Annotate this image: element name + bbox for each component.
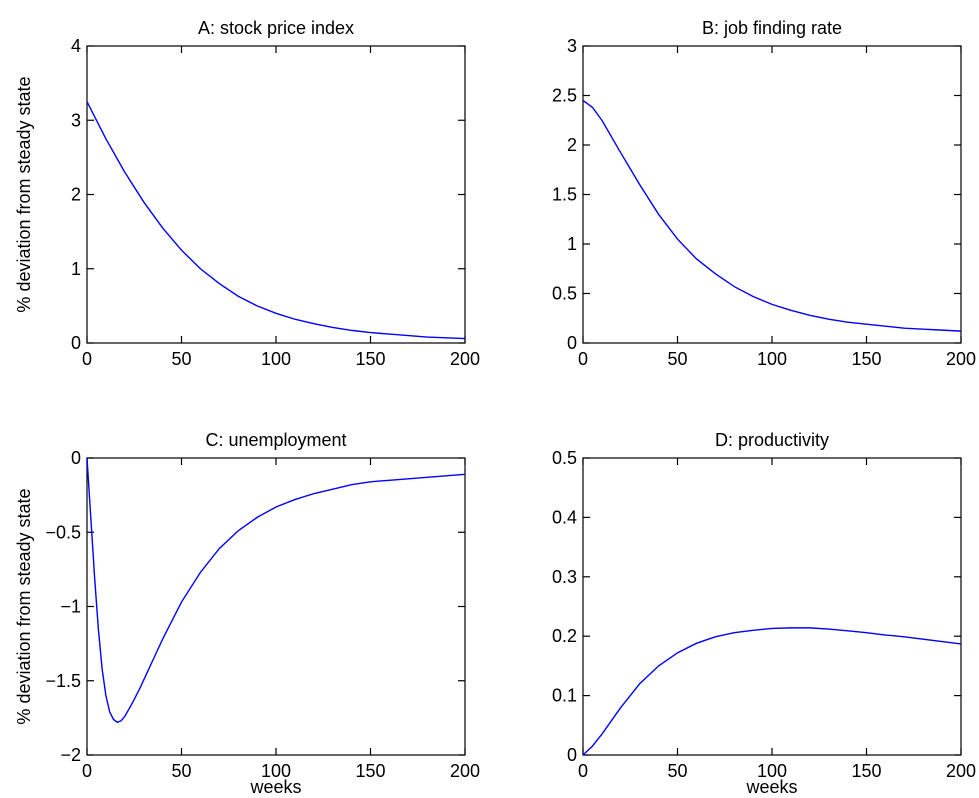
x-tick-label: 100: [757, 349, 787, 369]
x-tick-label: 50: [171, 349, 191, 369]
x-axis-label: weeks: [249, 777, 301, 797]
y-tick-label: −0.5: [45, 522, 81, 542]
y-tick-label: 4: [71, 36, 81, 56]
y-tick-label: 0: [71, 333, 81, 353]
y-tick-label: 0: [71, 448, 81, 468]
y-tick-label: −1.5: [45, 671, 81, 691]
x-tick-label: 0: [82, 761, 92, 781]
plot-frame: [86, 45, 466, 344]
y-axis-label: % deviation from steady state: [14, 76, 34, 312]
x-tick-label: 0: [578, 349, 588, 369]
y-axis-label: % deviation from steady state: [14, 488, 34, 724]
chart-title: A: stock price index: [198, 18, 354, 38]
y-tick-label: 1: [567, 234, 577, 254]
chart-panel-2: 0 50 100 150 200 −2 −1.5 −1 −0.5 0 C: unemployment…: [14, 430, 480, 797]
x-tick-label: 50: [171, 761, 191, 781]
x-tick-label: 100: [261, 349, 291, 369]
x-tick-label: 150: [355, 349, 385, 369]
y-tick-label: 0.1: [552, 686, 577, 706]
x-tick-label: 100: [261, 761, 291, 781]
y-tick-label: 2: [567, 135, 577, 155]
plot-frame: [86, 457, 466, 756]
x-tick-label: 200: [946, 349, 976, 369]
chart-panel-1: 0 50 100 150 200 0 0.5 1 1.5 2 2.5 3 B: job finding …: [552, 18, 976, 369]
x-tick-label: 150: [355, 761, 385, 781]
y-tick-label: 0: [567, 745, 577, 765]
y-tick-label: 0.2: [552, 626, 577, 646]
y-tick-label: 2: [71, 185, 81, 205]
x-tick-label: 200: [946, 761, 976, 781]
y-tick-label: −2: [60, 745, 81, 765]
y-tick-label: −1: [60, 597, 81, 617]
x-tick-label: 100: [757, 761, 787, 781]
x-tick-label: 150: [851, 349, 881, 369]
x-tick-label: 0: [578, 761, 588, 781]
plot-frame: [582, 45, 962, 344]
chart-panel-0: 0 50 100 150 200 0 1 2 3 4 A: stock price index % d…: [14, 18, 480, 369]
y-tick-label: 0: [567, 333, 577, 353]
y-tick-label: 0.5: [552, 448, 577, 468]
series-line-0: [86, 101, 466, 340]
y-tick-label: 0.4: [552, 507, 577, 527]
series-line-0: [582, 627, 962, 756]
y-tick-label: 2.5: [552, 86, 577, 106]
y-tick-label: 1: [71, 259, 81, 279]
x-tick-label: 150: [851, 761, 881, 781]
x-axis-label: weeks: [745, 777, 797, 797]
y-tick-label: 0.5: [552, 284, 577, 304]
x-tick-label: 50: [667, 761, 687, 781]
chart-title: B: job finding rate: [702, 18, 842, 38]
chart-title: D: productivity: [715, 430, 829, 450]
chart-panel-3: 0 50 100 150 200 0 0.1 0.2 0.3 0.4 0.5 D: productiv…: [552, 430, 976, 797]
x-tick-label: 50: [667, 349, 687, 369]
x-tick-label: 200: [450, 349, 480, 369]
x-tick-label: 200: [450, 761, 480, 781]
y-tick-label: 3: [567, 36, 577, 56]
series-line-0: [582, 99, 962, 332]
y-tick-label: 0.3: [552, 567, 577, 587]
series-line-0: [86, 457, 466, 724]
y-tick-label: 1.5: [552, 185, 577, 205]
chart-title: C: unemployment: [205, 430, 346, 450]
y-tick-label: 3: [71, 110, 81, 130]
plot-frame: [582, 457, 962, 756]
x-tick-label: 0: [82, 349, 92, 369]
